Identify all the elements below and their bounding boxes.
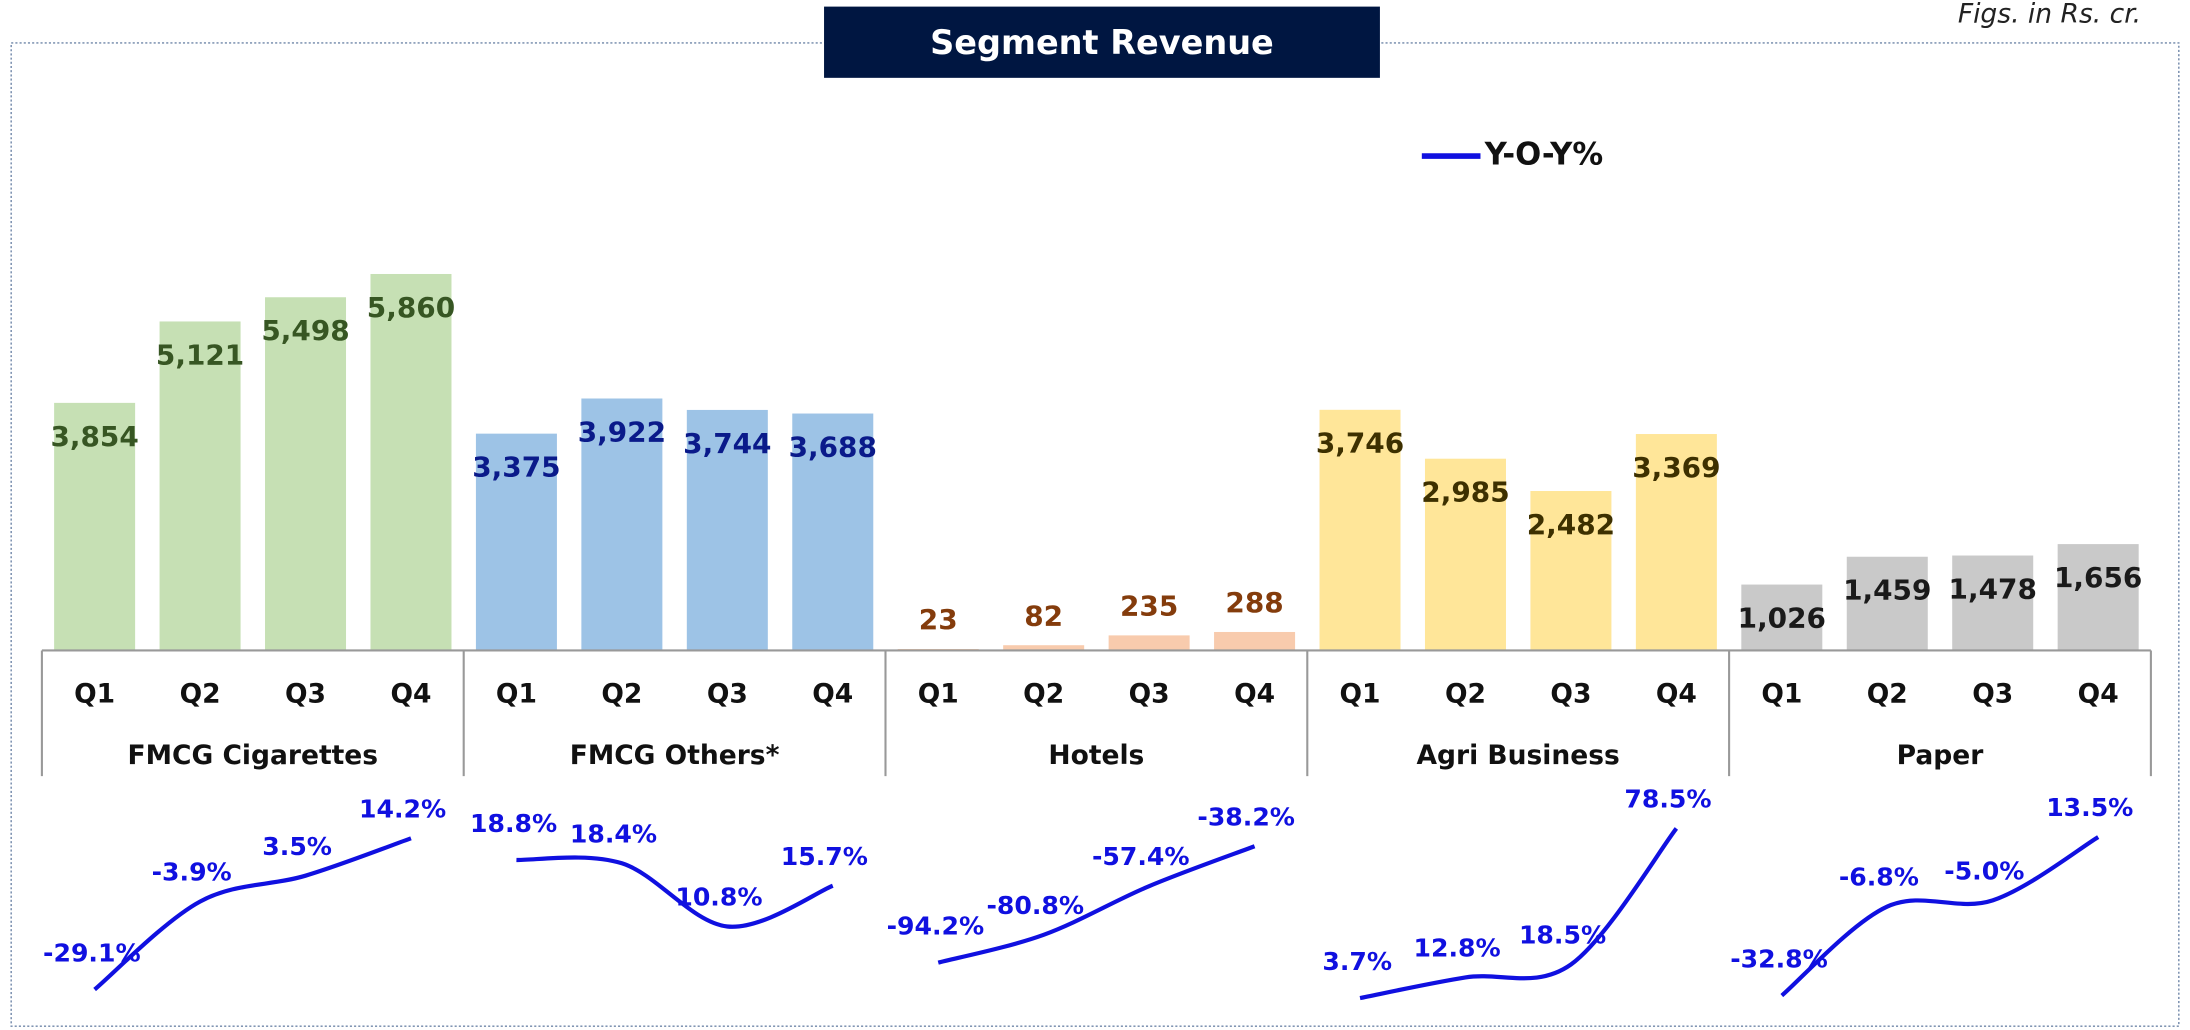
- value-label: 1,459: [1843, 574, 1931, 607]
- bar: [265, 297, 347, 651]
- value-label: 23: [919, 603, 958, 636]
- value-label: 3,744: [683, 427, 771, 460]
- x-tick-label: Q3: [1972, 679, 2013, 710]
- x-tick-label: Q2: [1445, 679, 1486, 710]
- yoy-label: -32.8%: [1730, 945, 1828, 974]
- bar: [686, 409, 768, 651]
- yoy-line: [93, 836, 412, 992]
- yoy-label: -6.8%: [1839, 863, 1919, 892]
- value-label: 1,026: [1738, 601, 1826, 634]
- x-tick-label: Q3: [707, 679, 748, 710]
- yoy-label: -29.1%: [43, 939, 141, 968]
- x-tick-label: Q4: [812, 679, 853, 710]
- bar: [1108, 635, 1190, 651]
- yoy-label: 12.8%: [1414, 933, 1501, 962]
- bar: [2057, 544, 2139, 651]
- yoy-label: 15.7%: [781, 842, 868, 871]
- x-tick-label: Q3: [1129, 679, 1170, 710]
- x-tick-label: Q1: [1761, 679, 1802, 710]
- value-label: 3,369: [1632, 451, 1720, 484]
- yoy-label: 18.4%: [570, 819, 657, 848]
- yoy-line: [1780, 835, 2100, 998]
- bar: [475, 433, 557, 651]
- bar: [1635, 434, 1717, 651]
- yoy-label: 13.5%: [2046, 793, 2133, 822]
- value-label: 288: [1225, 586, 1283, 619]
- yoy-label: -3.9%: [152, 858, 232, 887]
- chart-title: Segment Revenue: [930, 23, 1274, 62]
- x-tick-label: Q3: [1550, 679, 1591, 710]
- group-label: Hotels: [1048, 740, 1144, 771]
- bar: [1952, 555, 2034, 651]
- value-label: 3,922: [578, 415, 666, 448]
- x-tick-label: Q4: [2078, 679, 2119, 710]
- x-tick-label: Q1: [918, 679, 959, 710]
- group-label: Agri Business: [1417, 740, 1620, 771]
- bar: [54, 402, 136, 651]
- x-tick-label: Q1: [1340, 679, 1381, 710]
- value-label: 5,498: [261, 314, 349, 347]
- bar: [1846, 556, 1928, 651]
- value-label: 235: [1120, 589, 1178, 622]
- bar: [370, 273, 452, 651]
- yoy-label: 10.8%: [675, 883, 762, 912]
- yoy-label: -38.2%: [1197, 802, 1295, 831]
- bar: [1530, 491, 1612, 651]
- value-label: 1,656: [2054, 561, 2142, 594]
- x-tick-label: Q4: [1656, 679, 1697, 710]
- value-label: 1,478: [1949, 572, 2037, 605]
- group-label: FMCG Others*: [570, 740, 780, 771]
- bar: [1319, 409, 1401, 651]
- yoy-label: 18.8%: [470, 809, 557, 838]
- yoy-label: 18.5%: [1519, 921, 1606, 950]
- x-tick-label: Q1: [74, 679, 115, 710]
- x-tick-label: Q2: [180, 679, 221, 710]
- yoy-label: 78.5%: [1624, 785, 1711, 814]
- value-label: 3,746: [1316, 427, 1404, 460]
- value-label: 5,860: [367, 291, 455, 324]
- yoy-label: 14.2%: [359, 794, 446, 823]
- x-tick-label: Q4: [1234, 679, 1275, 710]
- yoy-label: -80.8%: [986, 891, 1084, 920]
- yoy-label: -5.0%: [1944, 856, 2024, 885]
- x-tick-label: Q4: [390, 679, 431, 710]
- group-label: Paper: [1897, 740, 1984, 771]
- value-label: 82: [1024, 599, 1063, 632]
- title-box: [824, 6, 1380, 78]
- note: Figs. in Rs. cr.: [1958, 0, 2141, 29]
- yoy-label: -57.4%: [1092, 842, 1190, 871]
- yoy-line: [516, 855, 834, 929]
- value-label: 2,482: [1527, 508, 1615, 541]
- bar: [1214, 631, 1296, 651]
- x-tick-label: Q1: [496, 679, 537, 710]
- value-label: 3,854: [50, 420, 138, 453]
- bar: [159, 321, 241, 651]
- bar: [1003, 645, 1085, 651]
- x-tick-label: Q2: [601, 679, 642, 710]
- yoy-label: -94.2%: [887, 912, 985, 941]
- yoy-label: 3.5%: [262, 832, 332, 861]
- x-tick-label: Q2: [1023, 679, 1064, 710]
- value-label: 3,375: [472, 451, 560, 484]
- x-tick-label: Q2: [1867, 679, 1908, 710]
- x-tick-label: Q3: [285, 679, 326, 710]
- value-label: 2,985: [1421, 476, 1509, 509]
- yoy-line: [937, 844, 1256, 965]
- yoy-line: [1359, 827, 1679, 1001]
- legend-label: Y-O-Y%: [1484, 137, 1603, 173]
- bar: [1424, 458, 1506, 651]
- value-label: 3,688: [789, 430, 877, 463]
- yoy-label: 3.7%: [1322, 947, 1392, 976]
- bar: [792, 413, 874, 651]
- group-label: FMCG Cigarettes: [128, 740, 379, 771]
- bar: [1741, 584, 1823, 651]
- bar: [581, 398, 663, 651]
- value-label: 5,121: [156, 338, 244, 371]
